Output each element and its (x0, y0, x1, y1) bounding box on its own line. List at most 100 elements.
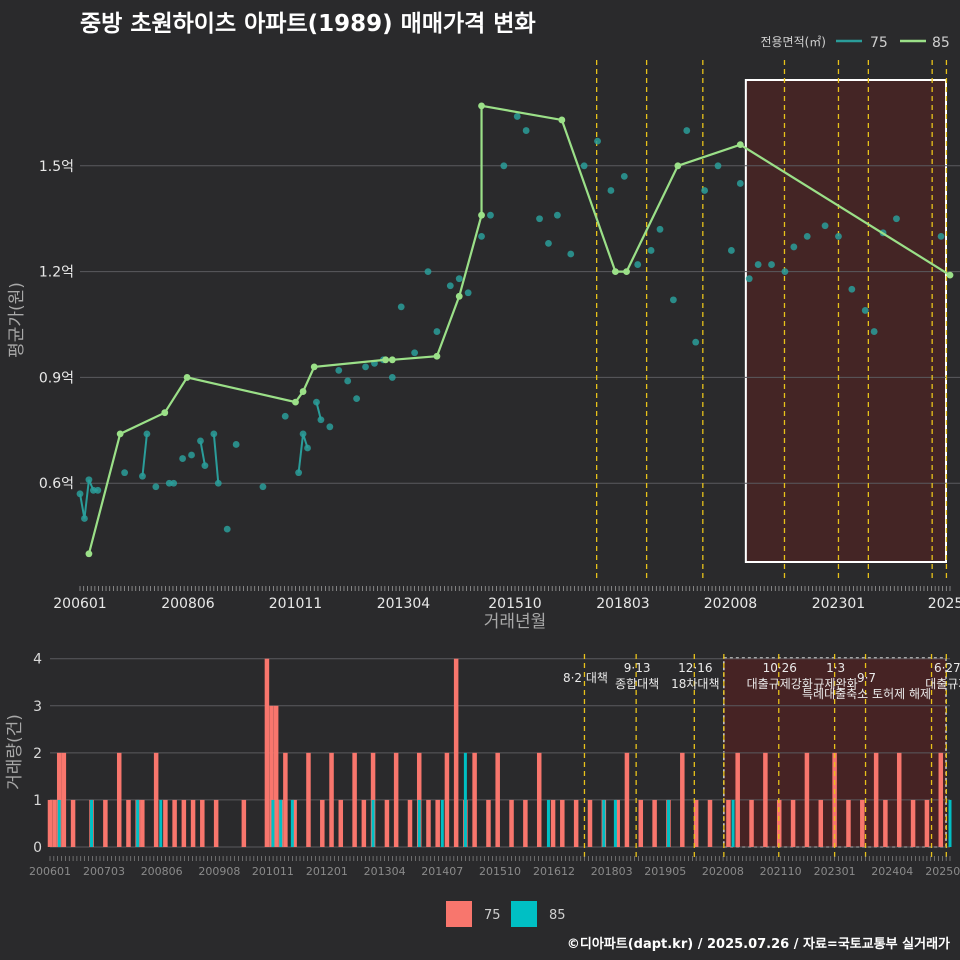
volume-bar-75 (103, 799, 108, 847)
series-75-point (736, 180, 744, 187)
volume-y-tick-label: 2 (33, 746, 42, 762)
volume-bar-85 (159, 799, 163, 847)
volume-bar-75 (213, 799, 219, 847)
series-75-point (214, 479, 222, 487)
series-75-point (179, 455, 187, 462)
series-75-point (76, 490, 84, 498)
series-75-segment (83, 479, 90, 519)
series-75-segment (199, 440, 206, 466)
volume-bar-75 (361, 799, 367, 847)
y-axis-title: 평균가(원) (7, 282, 27, 358)
series-75-point (81, 515, 88, 522)
series-75-point (937, 232, 945, 240)
y-tick-label: 0.9억 (39, 370, 74, 386)
series-85-point (299, 388, 307, 395)
series-75-point (500, 162, 508, 170)
series-75-point (513, 113, 521, 120)
series-75-point (152, 483, 160, 491)
volume-y-tick-label: 1 (33, 793, 42, 809)
series-75-point (424, 268, 432, 276)
volume-bar-85 (613, 799, 617, 847)
series-75-point (455, 275, 463, 283)
volume-bar-75 (790, 799, 796, 847)
series-75-point (143, 430, 151, 438)
series-75-point (433, 328, 441, 335)
volume-x-tick-label: 201304 (364, 865, 406, 878)
volume-y-axis-title: 거래량(건) (5, 714, 25, 790)
volume-bar-75 (495, 752, 500, 847)
series-75-point (634, 261, 642, 268)
series-75-point (362, 363, 369, 371)
series-75-point (727, 247, 735, 254)
volume-x-tick-label: 201510 (479, 865, 521, 878)
volume-bar-85 (463, 752, 467, 847)
series-75-point (607, 187, 615, 194)
volume-bar-75 (435, 799, 440, 847)
series-75-point (893, 215, 900, 223)
source-caption: ©디아파트(dapt.kr) / 2025.07.26 / 자료=국토교통부 실… (566, 937, 950, 952)
volume-bar-75 (509, 799, 514, 847)
series-75-point (553, 211, 561, 219)
volume-bar-85 (371, 799, 375, 847)
volume-bar-85 (440, 799, 444, 847)
series-75-point (803, 232, 811, 240)
volume-x-tick-label: 201201 (306, 865, 348, 878)
volume-bar-75 (384, 799, 390, 847)
volume-x-tick-label: 200908 (198, 865, 240, 878)
series-75-point (139, 472, 146, 480)
volume-bar-75 (587, 799, 593, 847)
volume-x-tick-label: 201803 (591, 865, 633, 878)
policy-annotation: 규제완화 (814, 677, 858, 691)
volume-bar-75 (200, 799, 205, 847)
volume-bar-75 (652, 799, 657, 847)
volume-bar-75 (804, 752, 810, 847)
volume-legend-label-75: 75 (484, 908, 501, 923)
series-75-point (85, 476, 93, 484)
series-75-point (197, 437, 204, 445)
volume-bar-75 (560, 799, 565, 847)
x-axis-title: 거래년월 (484, 612, 547, 632)
series-75-point (232, 441, 240, 448)
volume-x-tick-label: 202110 (760, 865, 802, 878)
volume-bar-85 (731, 799, 735, 847)
volume-bar-75 (896, 752, 902, 847)
series-75-point (567, 250, 575, 258)
legend-title: 전용면적(㎡) (760, 35, 826, 49)
y-tick-label: 1.5억 (39, 159, 74, 175)
series-75-point (353, 395, 361, 402)
volume-bar-75 (163, 799, 168, 847)
volume-bar-75 (172, 799, 177, 847)
volume-bar-75 (486, 799, 491, 847)
volume-bar-75 (140, 799, 145, 847)
volume-bar-85 (290, 799, 294, 847)
volume-bar-75 (638, 799, 644, 847)
volume-x-tick-label: 201612 (533, 865, 575, 878)
volume-bar-75 (407, 799, 413, 847)
series-85-point (85, 550, 93, 558)
series-75-point (692, 338, 700, 346)
volume-bar-75 (938, 752, 944, 847)
volume-bar-75 (393, 752, 399, 847)
series-85-point (946, 271, 954, 279)
series-75-point (464, 289, 472, 297)
highlight-box (744, 79, 947, 563)
x-tick-label: 201803 (596, 596, 649, 612)
volume-bar-75 (860, 799, 865, 847)
x-tick-label: 202008 (704, 596, 757, 612)
series-85-point (183, 374, 191, 381)
x-tick-label: 200601 (53, 596, 106, 612)
volume-bar-75 (283, 752, 288, 847)
series-75-point (790, 243, 798, 251)
series-85-point (478, 102, 485, 110)
series-75-point (848, 285, 856, 293)
volume-bar-85 (57, 799, 61, 847)
chart-title: 중방 초원하이츠 아파트(1989) 매매가격 변화 (80, 11, 536, 37)
volume-x-tick-label: 201407 (421, 865, 463, 878)
volume-bar-75 (910, 799, 916, 847)
series-75-point (121, 469, 129, 477)
series-75-point (317, 416, 325, 424)
series-85-point (310, 363, 318, 371)
series-85-point (382, 356, 390, 364)
volume-bar-75 (680, 752, 685, 847)
series-75-point (835, 232, 842, 240)
